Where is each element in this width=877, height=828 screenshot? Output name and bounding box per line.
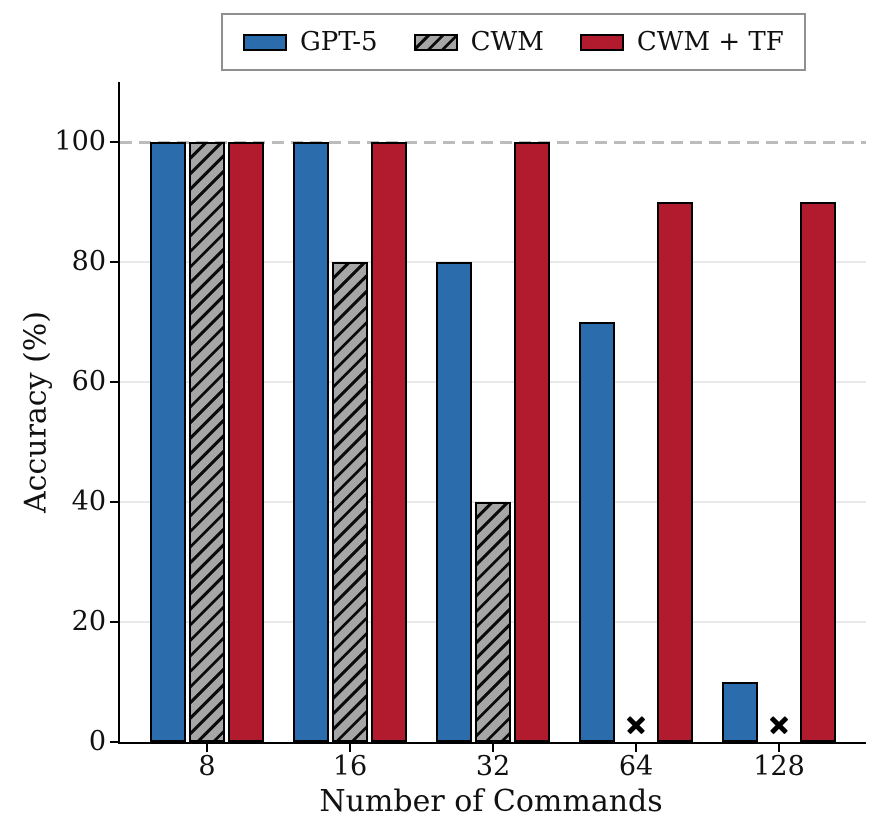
legend-swatch-GPT-5 [243,33,287,51]
gridline-80 [120,261,866,263]
y-axis-label: Accuracy (%) [18,310,54,514]
bar-GPT-5-8 [150,142,186,742]
legend: GPT-5 CWM CWM + TF [221,13,806,71]
bar-CWM-16 [332,262,368,742]
x-tick-32 [492,744,494,752]
y-tick-label-20: 20 [71,606,106,637]
y-tick-40 [110,501,118,503]
legend-item-GPT-5: GPT-5 [243,29,378,55]
x-tick-128 [778,744,780,752]
y-tick-0 [110,741,118,743]
x-tick-label-64: 64 [618,751,654,782]
x-tick-label-8: 8 [198,751,216,782]
bar-CWM + TF-64 [657,202,693,742]
legend-item-CWM + TF: CWM + TF [579,27,784,57]
x-tick-label-32: 32 [475,751,511,782]
legend-label-CWM: CWM [470,27,544,57]
bar-GPT-5-32 [436,262,472,742]
bar-GPT-5-16 [293,142,329,742]
gridline-60 [120,381,866,383]
x-tick-label-16: 16 [332,751,368,782]
y-tick-label-40: 40 [71,486,106,517]
x-tick-64 [635,744,637,752]
bar-CWM-8 [189,142,225,742]
legend-item-CWM: CWM [413,27,544,57]
y-tick-100 [110,141,118,143]
bar-CWM + TF-128 [800,202,836,742]
bar-GPT-5-64 [579,322,615,742]
legend-swatch-CWM + TF [579,33,624,51]
x-tick-8 [206,744,208,752]
y-tick-label-80: 80 [71,246,106,277]
bar-CWM + TF-32 [514,142,550,742]
y-tick-label-100: 100 [54,126,106,157]
legend-label-GPT-5: GPT-5 [300,27,378,57]
legend-label-CWM + TF: CWM + TF [636,27,784,57]
missing-marker-CWM-64 [626,715,646,735]
x-axis-label: Number of Commands [319,784,663,819]
reference-line-100 [120,140,866,144]
y-tick-label-60: 60 [71,366,106,397]
y-tick-60 [110,381,118,383]
bar-GPT-5-128 [722,682,758,742]
x-tick-16 [349,744,351,752]
bar-CWM + TF-8 [228,142,264,742]
plot-area: 0 20 40 60 80 100 8 16 32 64 128 [54,82,866,782]
missing-marker-CWM-128 [769,715,789,735]
y-tick-20 [110,621,118,623]
x-tick-label-128: 128 [753,751,805,782]
legend-swatch-CWM [413,33,458,51]
bar-CWM + TF-16 [371,142,407,742]
y-tick-80 [110,261,118,263]
y-tick-label-0: 0 [88,726,106,757]
bar-CWM-32 [475,502,511,742]
